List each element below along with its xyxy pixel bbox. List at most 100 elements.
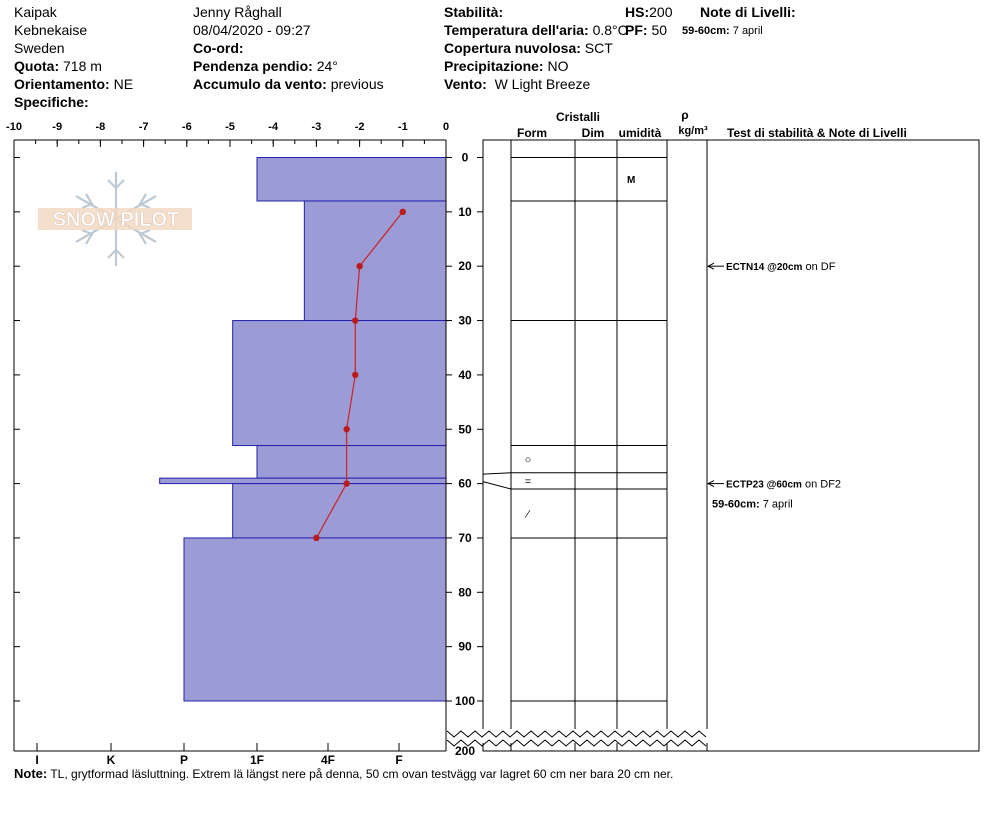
layer-notes-label: Note di Livelli: — [700, 4, 796, 20]
stability-label: Stabilità: — [444, 4, 504, 20]
wind-label: Vento: — [444, 76, 487, 92]
rho-header: ρ — [681, 108, 688, 122]
temperature-point — [352, 317, 359, 324]
crystals-header: Cristalli — [556, 110, 600, 124]
temperature-point — [399, 208, 406, 216]
depth-tick-label: 100 — [455, 694, 475, 708]
depth-break-zigzag-top — [446, 730, 707, 738]
temperature-point — [313, 534, 320, 542]
hardness-label: 1F — [250, 753, 264, 765]
precip-label: Precipitazione: — [444, 58, 544, 74]
temp-tick-label: 0 — [443, 121, 449, 133]
wind-loading-value: previous — [330, 76, 384, 92]
hardness-label: I — [35, 753, 38, 765]
depth-tick-label: 40 — [458, 368, 472, 382]
stability-tests: ECTN14 @20cm on DF ECTP23 @60cm on DF2 59-… — [706, 261, 841, 511]
temp-tick-label: -4 — [268, 121, 279, 133]
depth-break-zigzag-bottom — [446, 739, 707, 747]
depth-tick-label: 30 — [458, 314, 472, 328]
test-result: ECTP23 @60cm on DF2 — [726, 479, 841, 491]
temperature-point — [343, 480, 350, 487]
hs-row: HS:200 — [625, 3, 672, 21]
table-rows: M ○ = ⁄ — [482, 157, 667, 702]
hardness-layer-0 — [256, 157, 447, 202]
coord-label: Co-ord: — [193, 40, 244, 56]
wind-row: Vento: W Light Breeze — [444, 75, 590, 93]
temp-tick-label: -3 — [312, 121, 322, 133]
hardness-layer-5 — [232, 483, 447, 539]
plot-frame — [13, 139, 446, 752]
crystal-form-symbol: ⁄ — [524, 508, 531, 520]
test-arrow-head — [706, 262, 715, 270]
hardness-layers — [159, 157, 447, 702]
depth-tick-label: 90 — [458, 640, 472, 654]
hardness-label: 4F — [321, 753, 335, 765]
layer-connector — [482, 481, 512, 490]
temperature-point — [343, 426, 350, 433]
specifics-row: Specifiche: — [14, 93, 89, 111]
cloud-value: SCT — [584, 40, 613, 56]
stability-row: Stabilità: — [444, 3, 503, 21]
air-temp-row: Temperatura dell'aria: 0.8°C — [444, 21, 628, 39]
layer-note-row: 59-60cm: 7 april — [682, 22, 763, 40]
depth-axis: 0 10 20 30 40 50 60 70 80 90 100 — [14, 140, 484, 751]
precip-row: Precipitazione: NO — [444, 57, 568, 75]
hardness-layer-3 — [256, 445, 447, 479]
hardness-label: K — [107, 753, 116, 765]
depth-tick-label: 80 — [458, 585, 472, 599]
depth-bottom-label: 200 — [455, 744, 475, 758]
form-header: Form — [517, 126, 547, 140]
logo-text: SNOW PILOT — [53, 209, 180, 231]
hardness-layer-6 — [183, 537, 447, 702]
test-layer-note: 59-60cm: 7 april — [712, 499, 793, 511]
elevation-value: 718 m — [63, 58, 102, 74]
snowflake-icon — [75, 172, 157, 266]
wind-loading-row: Accumulo da vento: previous — [193, 75, 384, 93]
hardness-label: P — [180, 753, 188, 765]
temp-tick-label: -9 — [52, 121, 62, 133]
hs-label: HS: — [625, 4, 650, 20]
precip-value: NO — [547, 58, 569, 74]
depth-tick-label: 10 — [458, 205, 472, 219]
elevation-row: Quota: 718 m — [14, 57, 102, 75]
country-name: Sweden — [14, 40, 65, 56]
hs-value: 200 — [649, 4, 673, 20]
depth-tick-label: 60 — [458, 477, 472, 491]
depth-tick-label: 50 — [458, 422, 472, 436]
temp-tick-label: -1 — [398, 121, 408, 133]
hardness-layer-2 — [232, 320, 447, 447]
snow-profile-chart: SNOW PILOT -10 -9 -8 -7 -6 -5 -4 -3 -2 -1 0 I K P 1F 4… — [6, 108, 980, 765]
hardness-axis: I K P 1F 4F F — [35, 743, 403, 765]
test-result: ECTN14 @20cm on DF — [726, 261, 836, 273]
moisture-value: M — [627, 175, 635, 186]
temperature-axis: -10 -9 -8 -7 -6 -5 -4 -3 -2 -1 0 — [6, 121, 449, 147]
pf-row: PF: 50 — [625, 21, 667, 39]
layer-notes-header: Note di Livelli: — [700, 3, 796, 21]
density-unit-header: kg/m³ — [678, 125, 708, 137]
hardness-layer-1 — [303, 200, 447, 322]
tests-header: Test di stabilità & Note di Livelli — [727, 126, 907, 140]
test-arrow-head — [706, 480, 715, 488]
profile-note: Note: TL, grytformad läsluttning. Extrem… — [14, 766, 673, 781]
temp-tick-label: -10 — [6, 121, 22, 133]
crystal-form-symbol: = — [525, 476, 531, 488]
layer-connector — [482, 472, 512, 475]
depth-break-mask — [447, 729, 708, 743]
crystal-form-symbol: ○ — [525, 454, 532, 466]
dim-header: Dim — [582, 126, 605, 140]
depth-tick-label: 20 — [458, 259, 472, 273]
temperature-profile — [313, 208, 406, 542]
snowpilot-logo: SNOW PILOT — [38, 172, 192, 266]
wind-value: W Light Breeze — [494, 76, 591, 92]
temperature-point — [356, 263, 363, 270]
pf-value: 50 — [651, 22, 668, 38]
cloud-row: Copertura nuvolosa: SCT — [444, 39, 613, 57]
temp-tick-label: -7 — [139, 121, 149, 133]
cloud-label: Copertura nuvolosa: — [444, 40, 581, 56]
slope-value: 24° — [316, 58, 338, 74]
depth-tick-label: 70 — [458, 531, 472, 545]
pf-label: PF: — [625, 22, 648, 38]
hardness-label: F — [395, 753, 402, 765]
slope-row: Pendenza pendio: 24° — [193, 57, 338, 75]
layer-note-text: 7 april — [732, 25, 763, 37]
